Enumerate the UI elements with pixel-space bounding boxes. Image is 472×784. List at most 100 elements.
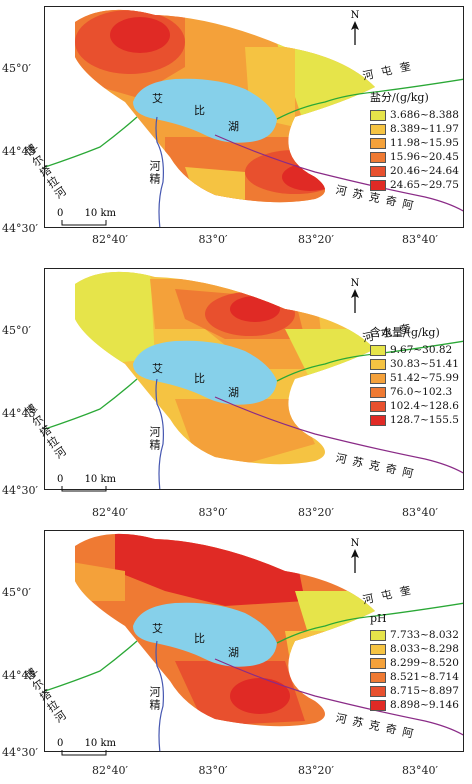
place-label-lake: 比: [194, 632, 205, 645]
legend-item: 8.033~8.298: [370, 642, 459, 656]
class-zone: [230, 296, 280, 322]
legend-label: 8.898~9.146: [390, 699, 459, 711]
river-kuitun: [276, 602, 463, 644]
scale-line: [61, 750, 107, 756]
place-label-lake: 比: [194, 104, 205, 117]
north-arrow-icon: [351, 21, 359, 45]
lon-label: 83°20′: [298, 233, 334, 246]
legend-label: 8.299~8.520: [390, 657, 459, 669]
scale-bar: 0 10 km: [57, 208, 117, 226]
north-arrow-icon: [351, 549, 359, 573]
legend-label: 15.96~20.45: [390, 151, 459, 163]
legend-swatch: [370, 109, 386, 121]
lat-label: 45°0′: [2, 586, 31, 599]
river-jing: [155, 378, 164, 489]
legend-swatch: [370, 123, 386, 135]
map-svg: [45, 271, 463, 489]
river-bortala: [45, 640, 138, 692]
lon-label: 82°40′: [92, 506, 128, 519]
lat-label: 44°45′: [2, 407, 38, 420]
lat-label: 44°30′: [2, 222, 38, 235]
river-akqi: [214, 658, 463, 736]
legend-swatch: [370, 386, 386, 398]
class-zone: [75, 271, 155, 369]
river-bortala: [45, 378, 138, 430]
legend-label: 76.0~102.3: [390, 386, 453, 398]
lon-label: 83°0′: [198, 506, 228, 519]
legend-item: 76.0~102.3: [370, 385, 459, 399]
lat-label: 44°30′: [2, 484, 38, 497]
legend-item: 3.686~8.388: [370, 108, 459, 122]
legend-label: 3.686~8.388: [390, 109, 459, 121]
lon-label: 83°40′: [402, 233, 438, 246]
lon-label: 83°20′: [298, 506, 334, 519]
lat-label: 44°30′: [2, 746, 38, 759]
legend-label: 30.83~51.41: [390, 358, 459, 370]
class-zone: [285, 631, 325, 661]
legend-label: 8.521~8.714: [390, 671, 459, 683]
north-label: N: [350, 10, 360, 21]
legend-item: 8.898~9.146: [370, 698, 459, 712]
map-frame: [44, 6, 464, 228]
lat-label: 45°0′: [2, 62, 31, 75]
map-svg: [45, 533, 463, 751]
place-label-jing: 河精: [148, 426, 161, 452]
place-label-lake: 艾: [152, 622, 163, 635]
place-label-lake: 比: [194, 372, 205, 385]
legend: 盐分/(g/kg) 3.686~8.388 8.389~11.97 11.98~…: [370, 89, 459, 192]
legend-item: 51.42~75.99: [370, 371, 459, 385]
legend-label: 51.42~75.99: [390, 372, 459, 384]
legend-swatch: [370, 414, 386, 426]
legend-item: 8.299~8.520: [370, 656, 459, 670]
place-label-jing: 河精: [148, 686, 161, 712]
legend-swatch: [370, 643, 386, 655]
legend-swatch: [370, 372, 386, 384]
class-zone: [185, 167, 245, 202]
legend-title: pH: [370, 612, 387, 625]
map-panel-salinity: 45°0′ 44°45′ 44°30′ 82°40′ 83°0′ 83°20′ …: [0, 0, 472, 260]
legend-swatch: [370, 137, 386, 149]
place-label-jing: 河精: [148, 160, 161, 186]
lake: [133, 78, 277, 143]
legend-label: 8.033~8.298: [390, 643, 459, 655]
legend-label: 8.389~11.97: [390, 123, 459, 135]
legend-label: 9.67~30.82: [390, 344, 453, 356]
legend-label: 102.4~128.6: [390, 400, 459, 412]
scale-text: 10 km: [84, 208, 117, 219]
legend-label: 11.98~15.95: [390, 137, 459, 149]
legend-item: 102.4~128.6: [370, 399, 459, 413]
legend-item: 11.98~15.95: [370, 136, 459, 150]
river-kuitun: [276, 78, 463, 120]
map-frame: [44, 268, 464, 490]
river-bortala: [45, 116, 138, 168]
lon-label: 83°20′: [298, 764, 334, 777]
legend-item: 24.65~29.75: [370, 178, 459, 192]
north-arrow: N: [350, 538, 360, 576]
lake: [133, 340, 277, 405]
lake: [133, 602, 277, 667]
river-akqi: [214, 134, 463, 212]
legend-swatch: [370, 344, 386, 356]
scale-text: 10 km: [84, 738, 117, 749]
legend-label: 20.46~24.64: [390, 165, 459, 177]
scale-bar: 0 10 km: [57, 474, 117, 492]
river-jing: [155, 640, 164, 751]
legend-item: 30.83~51.41: [370, 357, 459, 371]
lon-label: 83°40′: [402, 506, 438, 519]
river-jing: [155, 116, 164, 227]
north-label: N: [350, 278, 360, 289]
north-arrow: N: [350, 278, 360, 316]
scale-text: 10 km: [84, 474, 117, 485]
north-arrow-icon: [351, 289, 359, 313]
lat-label: 44°45′: [2, 145, 38, 158]
class-zone: [110, 17, 170, 53]
map-panel-ph: 45°0′ 44°45′ 44°30′ 82°40′ 83°0′ 83°20′ …: [0, 524, 472, 784]
legend-label: 24.65~29.75: [390, 179, 459, 191]
north-label: N: [350, 538, 360, 549]
scale-line: [61, 486, 107, 492]
legend-swatch: [370, 657, 386, 669]
legend: 含水量/(g/kg) 9.67~30.82 30.83~51.41 51.42~…: [370, 324, 459, 427]
legend-item: 9.67~30.82: [370, 343, 459, 357]
legend-item: 7.733~8.032: [370, 628, 459, 642]
legend-item: 8.715~8.897: [370, 684, 459, 698]
